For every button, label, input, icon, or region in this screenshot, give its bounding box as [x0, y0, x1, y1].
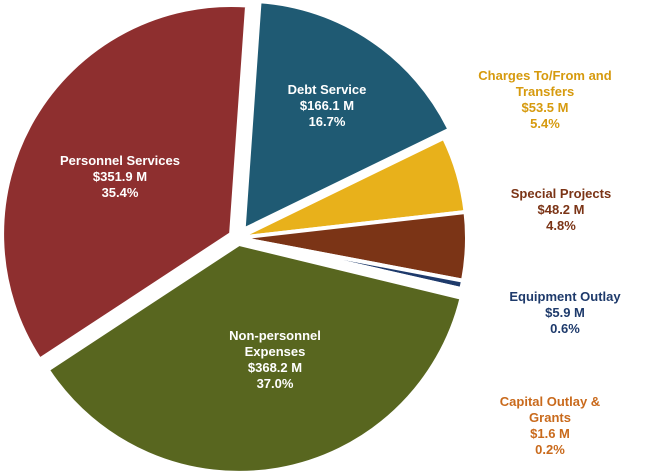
label-personnel-services-pct: 35.4%: [40, 185, 200, 201]
label-personnel-services: Personnel Services $351.9 M 35.4%: [40, 153, 200, 201]
label-equipment-outlay-pct: 0.6%: [496, 321, 634, 337]
label-charges-transfers-pct: 5.4%: [474, 116, 616, 132]
label-personnel-services-amount: $351.9 M: [40, 169, 200, 185]
label-debt-service: Debt Service $166.1 M 16.7%: [262, 82, 392, 130]
label-special-projects-name: Special Projects: [496, 186, 626, 202]
label-non-personnel-expenses-name: Non-personnel Expenses: [200, 328, 350, 360]
label-charges-transfers-amount: $53.5 M: [474, 100, 616, 116]
label-equipment-outlay: Equipment Outlay $5.9 M 0.6%: [496, 289, 634, 337]
label-non-personnel-expenses: Non-personnel Expenses $368.2 M 37.0%: [200, 328, 350, 392]
label-non-personnel-expenses-pct: 37.0%: [200, 376, 350, 392]
label-charges-transfers-name: Charges To/From and Transfers: [474, 68, 616, 100]
label-capital-outlay-grants-pct: 0.2%: [480, 442, 620, 458]
label-capital-outlay-grants-amount: $1.6 M: [480, 426, 620, 442]
label-debt-service-pct: 16.7%: [262, 114, 392, 130]
label-special-projects-amount: $48.2 M: [496, 202, 626, 218]
label-equipment-outlay-amount: $5.9 M: [496, 305, 634, 321]
label-special-projects-pct: 4.8%: [496, 218, 626, 234]
label-non-personnel-expenses-amount: $368.2 M: [200, 360, 350, 376]
label-charges-transfers: Charges To/From and Transfers $53.5 M 5.…: [474, 68, 616, 132]
label-capital-outlay-grants: Capital Outlay & Grants $1.6 M 0.2%: [480, 394, 620, 458]
label-capital-outlay-grants-name: Capital Outlay & Grants: [480, 394, 620, 426]
label-debt-service-amount: $166.1 M: [262, 98, 392, 114]
label-equipment-outlay-name: Equipment Outlay: [496, 289, 634, 305]
label-debt-service-name: Debt Service: [262, 82, 392, 98]
label-special-projects: Special Projects $48.2 M 4.8%: [496, 186, 626, 234]
label-personnel-services-name: Personnel Services: [40, 153, 200, 169]
